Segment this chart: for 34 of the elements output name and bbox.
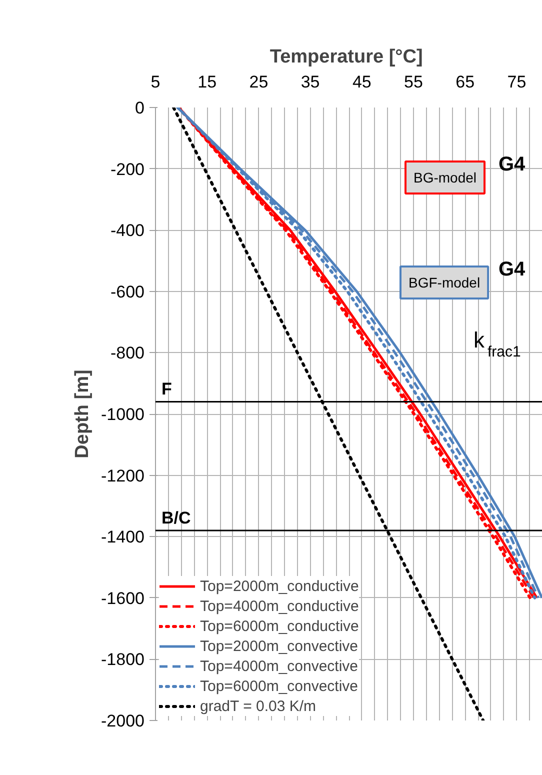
x-tick-label: 15 xyxy=(198,72,217,92)
legend-label: Top=4000m_convective xyxy=(200,656,358,676)
legend-label: Top=6000m_convective xyxy=(200,676,358,696)
y-tick-label: -1600 xyxy=(101,588,145,608)
legend-label: Top=2000m_convective xyxy=(200,636,358,656)
x-tick-label: 75 xyxy=(507,72,526,92)
ref-line-label: B/C xyxy=(162,508,191,528)
y-tick-label: -1200 xyxy=(101,466,145,486)
y-axis-title: Depth [m] xyxy=(72,370,94,458)
annotation: G4 xyxy=(498,258,526,280)
x-tick-label: 45 xyxy=(352,72,372,92)
y-tick-label: -600 xyxy=(110,282,145,302)
x-tick-label: 55 xyxy=(404,72,423,92)
y-tick-label: -200 xyxy=(110,160,145,179)
annotation: BG-model xyxy=(414,170,477,186)
legend-label: gradT = 0.03 K/m xyxy=(200,696,316,716)
annotation: G4 xyxy=(498,154,526,176)
y-tick-label: -400 xyxy=(110,221,145,240)
x-tick-label: 35 xyxy=(300,72,320,92)
y-tick-label: 0 xyxy=(135,98,145,118)
legend-label: Top=4000m_conductive xyxy=(200,596,359,616)
annotation: BGF-model xyxy=(408,274,480,290)
y-tick-label: -800 xyxy=(110,344,145,363)
y-tick-label: -1800 xyxy=(101,650,145,670)
x-tick-label: 25 xyxy=(249,72,268,92)
legend-label: Top=2000m_conductive xyxy=(200,576,359,596)
x-tick-label: 65 xyxy=(456,72,475,92)
y-tick-label: -1400 xyxy=(101,528,145,547)
ref-line-label: F xyxy=(162,380,172,399)
y-tick-label: -1000 xyxy=(101,405,145,424)
x-axis-title: Temperature [°C] xyxy=(270,46,423,68)
y-tick-label: -2000 xyxy=(101,712,145,730)
legend-label: Top=6000m_conductive xyxy=(200,616,359,636)
x-tick-label: 5 xyxy=(150,72,160,92)
